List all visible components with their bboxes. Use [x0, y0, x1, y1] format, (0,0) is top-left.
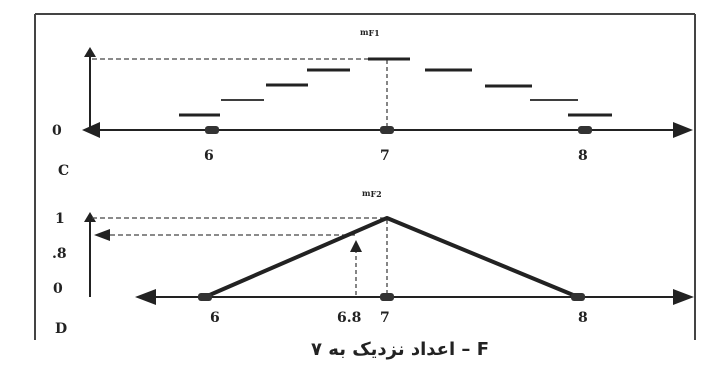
- d-y-tick-0: 0: [53, 281, 63, 297]
- d-x-tick-7: 7: [380, 310, 390, 326]
- d-panel-label: D: [55, 321, 67, 337]
- d-x-tick-6-8: 6.8: [337, 310, 361, 326]
- d-x-tick-6: 6: [210, 310, 220, 326]
- d-x-axis-left-arrow: [135, 289, 156, 305]
- c-tick-marker-6: [205, 126, 219, 134]
- c-x-tick-8: 8: [578, 148, 588, 164]
- d-tick-marker-7: [380, 293, 394, 301]
- d-tick-marker-6: [198, 293, 212, 301]
- c-y-axis-arrow: [84, 47, 96, 57]
- d-membership-label: mF2: [362, 188, 382, 199]
- d-y-tick-1: 1: [55, 211, 65, 227]
- c-y-zero-label: 0: [52, 123, 62, 139]
- d-y-tick-point8: .8: [52, 246, 67, 262]
- d-triangular-membership-line: [204, 216, 579, 299]
- c-x-tick-7: 7: [380, 148, 390, 164]
- panel-d: 1 .8 0 6 6.8 7 8 D mF2: [52, 188, 694, 337]
- c-tick-marker-8: [578, 126, 592, 134]
- c-tick-marker-7: [380, 126, 394, 134]
- c-x-tick-6: 6: [204, 148, 214, 164]
- d-x-axis-right-arrow: [673, 289, 694, 305]
- c-x-axis-right-arrow: [673, 122, 693, 138]
- d-point8-arrow: [94, 229, 110, 241]
- d-y-axis-arrow: [84, 212, 96, 222]
- d-tick-marker-8: [571, 293, 585, 301]
- figure-caption: F – اعداد نزدیک به ۷: [311, 339, 489, 360]
- c-membership-label: mF1: [360, 27, 380, 38]
- d-6-8-arrow: [350, 240, 362, 252]
- c-panel-label: C: [58, 163, 69, 179]
- panel-c: 0 6 7 8 C mF1: [52, 27, 693, 179]
- c-x-axis-left-arrow: [82, 122, 100, 138]
- d-x-tick-8: 8: [578, 310, 588, 326]
